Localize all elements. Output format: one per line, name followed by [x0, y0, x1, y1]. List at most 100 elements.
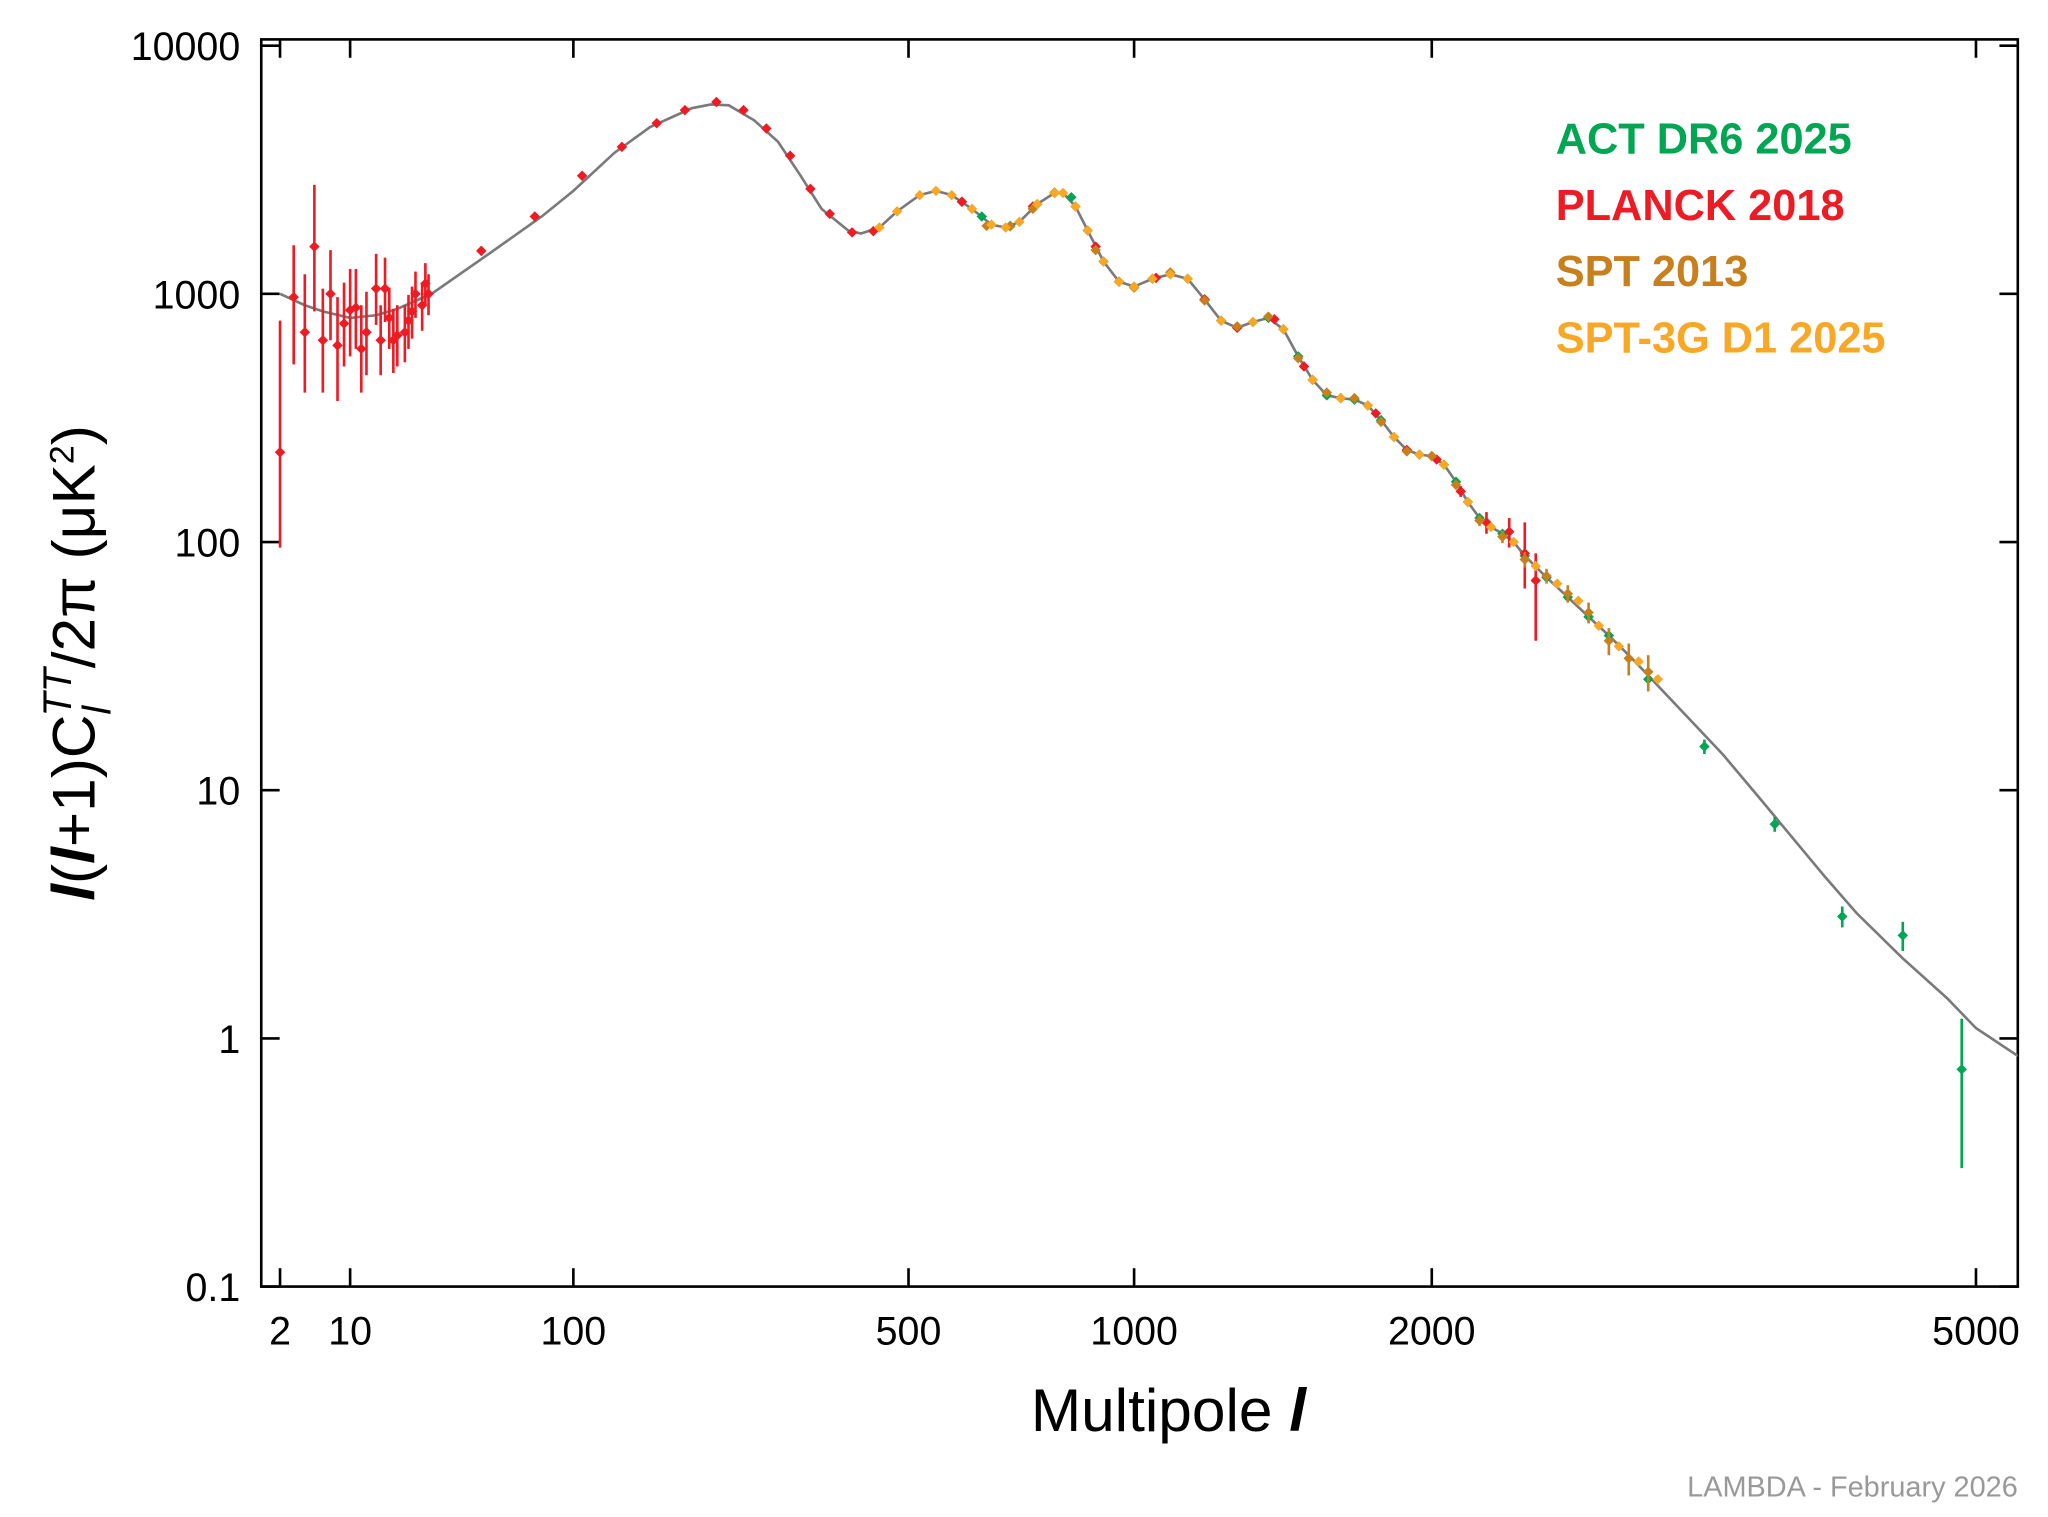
data-point [392, 330, 403, 341]
data-point [476, 245, 487, 257]
data-point [1000, 222, 1011, 233]
data-point [274, 447, 286, 458]
data-point [1485, 521, 1497, 533]
y-label-part: /2π (μK [40, 464, 108, 668]
data-point [1519, 554, 1531, 565]
data-point [288, 291, 299, 303]
y-label-part: TT [36, 665, 80, 716]
y-tick-label: 1 [218, 1018, 240, 1062]
data-point [375, 335, 386, 346]
data-point [1836, 911, 1848, 922]
x-tick-label: 2000 [1388, 1309, 1476, 1353]
data-point [1388, 431, 1400, 443]
data-point [1027, 203, 1039, 215]
legend-entry: SPT 2013 [1556, 248, 1749, 296]
data-point [1321, 387, 1333, 398]
data-point [1551, 578, 1563, 589]
data-point [423, 288, 434, 300]
data-point [761, 123, 772, 134]
x-tick-label: 500 [876, 1309, 942, 1353]
data-point [1278, 324, 1289, 335]
data-point [966, 203, 978, 215]
data-point [299, 327, 311, 338]
data-point [1113, 276, 1125, 287]
data-point [1455, 486, 1467, 497]
data-point [616, 141, 628, 153]
data-point [1370, 408, 1382, 419]
data-point [317, 335, 329, 346]
x-label-part: Multipole [1031, 1376, 1289, 1444]
y-label-part: l [75, 705, 119, 715]
data-point [956, 196, 968, 208]
data-point [1956, 1064, 1967, 1075]
data-point [805, 183, 816, 195]
x-axis-label: Multipole l [1031, 1376, 1307, 1444]
data-point [1147, 273, 1158, 285]
data-point [1642, 666, 1654, 678]
plot-frame [259, 38, 2020, 1288]
data-point [1426, 450, 1438, 462]
data-point [1503, 526, 1515, 538]
legend-entry: SPT-3G D1 2025 [1556, 315, 1886, 363]
data-point [930, 185, 942, 197]
data-point [679, 104, 691, 116]
data-point [325, 288, 336, 300]
data-point [1633, 656, 1644, 667]
data-point [1057, 187, 1069, 199]
data-point [1401, 446, 1413, 457]
y-label-part: l [40, 846, 108, 864]
x-tick-label: 5000 [1932, 1309, 2020, 1353]
data-point [1231, 321, 1243, 332]
data-point [379, 283, 391, 294]
y-label-part: +1)C [40, 715, 108, 848]
data-point [350, 302, 362, 313]
data-point [1298, 361, 1310, 372]
data-point [1031, 198, 1043, 210]
data-point [370, 283, 382, 294]
data-point [1769, 818, 1780, 830]
data-point [1014, 216, 1025, 228]
data-point [1307, 374, 1318, 386]
data-point [576, 170, 588, 182]
data-point [1349, 392, 1360, 404]
y-label-part: 2 [44, 445, 82, 464]
data-point [309, 241, 320, 252]
data-point [1335, 392, 1346, 404]
data-point [1263, 311, 1274, 322]
legend-entry: PLANCK 2018 [1556, 182, 1845, 230]
data-point [1098, 256, 1109, 267]
data-point [1362, 400, 1374, 411]
data-point [1562, 588, 1574, 599]
y-label-part: l [40, 883, 108, 901]
y-tick-label: 100 [175, 521, 241, 565]
data-point [384, 312, 395, 324]
credit: LAMBDA - February 2026 [1687, 1472, 2018, 1504]
data-point [1375, 416, 1387, 428]
data-point [651, 117, 662, 129]
y-tick-label: 10000 [131, 25, 241, 69]
y-label-part: ) [40, 425, 108, 445]
legend-entry: ACT DR6 2025 [1556, 116, 1852, 164]
x-tick-label: 100 [541, 1309, 607, 1353]
data-point [1450, 479, 1462, 491]
x-tick-label: 10 [328, 1309, 372, 1353]
data-point [1508, 536, 1519, 548]
data-point [1462, 496, 1474, 508]
data-point [1572, 595, 1584, 607]
data-point [332, 340, 343, 351]
data-point [891, 206, 903, 217]
y-label-part: ( [40, 864, 108, 884]
data-point [1049, 187, 1060, 199]
x-tick-label: 1000 [1090, 1309, 1178, 1353]
y-tick-label: 10 [196, 770, 240, 814]
x-tick-label: 2 [269, 1309, 291, 1353]
y-axis-label: l(l+1)ClTT/2π (μK2) [36, 425, 119, 901]
data-point [361, 327, 372, 338]
data-point [846, 227, 858, 238]
data-point [356, 343, 367, 355]
x-label-part: l [1289, 1376, 1307, 1444]
y-tick-label: 0.1 [185, 1266, 240, 1310]
